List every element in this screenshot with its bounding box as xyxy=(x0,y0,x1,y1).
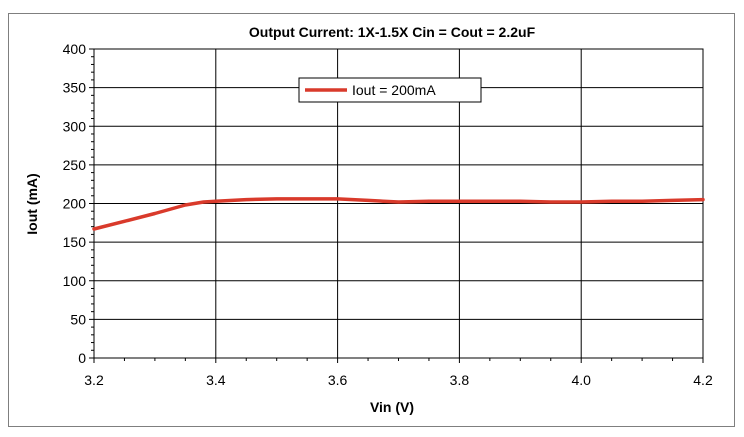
y-tick-label: 400 xyxy=(63,41,87,57)
y-tick-label: 150 xyxy=(63,234,87,250)
y-tick-label: 50 xyxy=(70,311,86,327)
legend: Iout = 200mA xyxy=(298,77,482,103)
y-tick-label: 0 xyxy=(78,350,86,366)
y-tick-label: 350 xyxy=(63,80,87,96)
legend-label: Iout = 200mA xyxy=(352,82,436,98)
y-tick-label: 300 xyxy=(63,118,87,134)
x-tick-label: 4.0 xyxy=(571,372,591,388)
x-tick-label: 3.4 xyxy=(206,372,226,388)
chart-title: Output Current: 1X-1.5X Cin = Cout = 2.2… xyxy=(249,24,536,40)
x-axis-title: Vin (V) xyxy=(370,399,414,415)
x-tick-label: 3.8 xyxy=(450,372,470,388)
y-axis-title: Iout (mA) xyxy=(24,173,40,234)
x-tick-label: 4.2 xyxy=(693,372,713,388)
chart-frame: Output Current: 1X-1.5X Cin = Cout = 2.2… xyxy=(8,13,735,427)
x-tick-label: 3.6 xyxy=(328,372,348,388)
y-tick-label: 200 xyxy=(63,196,87,212)
y-tick-label: 250 xyxy=(63,157,87,173)
line-chart: Output Current: 1X-1.5X Cin = Cout = 2.2… xyxy=(24,24,713,415)
y-tick-label: 100 xyxy=(63,273,87,289)
series-line-0 xyxy=(92,197,705,231)
x-tick-label: 3.2 xyxy=(84,372,104,388)
